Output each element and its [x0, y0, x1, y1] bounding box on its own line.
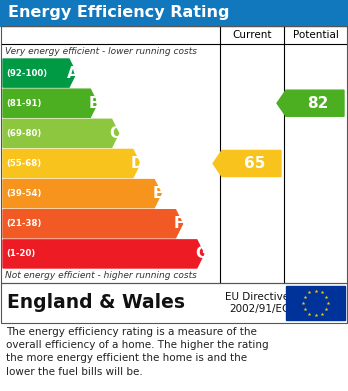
- Text: (69-80): (69-80): [6, 129, 41, 138]
- Polygon shape: [213, 151, 281, 177]
- Text: Not energy efficient - higher running costs: Not energy efficient - higher running co…: [5, 271, 197, 280]
- Text: 82: 82: [307, 96, 329, 111]
- Polygon shape: [3, 149, 140, 178]
- Text: Potential: Potential: [293, 30, 339, 40]
- Text: 65: 65: [244, 156, 265, 171]
- Bar: [1, 26, 347, 283]
- Polygon shape: [3, 89, 97, 117]
- Text: Current: Current: [232, 30, 272, 40]
- Text: E: E: [152, 186, 163, 201]
- Text: England & Wales: England & Wales: [7, 294, 185, 312]
- Text: (39-54): (39-54): [6, 189, 41, 198]
- Text: Very energy efficient - lower running costs: Very energy efficient - lower running co…: [5, 47, 197, 56]
- Bar: [1, 283, 347, 323]
- Text: (55-68): (55-68): [6, 159, 41, 168]
- Text: EU Directive
2002/91/EC: EU Directive 2002/91/EC: [225, 292, 289, 314]
- Text: D: D: [131, 156, 144, 171]
- Polygon shape: [3, 240, 204, 268]
- Text: C: C: [110, 126, 121, 141]
- Text: (1-20): (1-20): [6, 249, 35, 258]
- Polygon shape: [3, 119, 119, 147]
- Bar: [0, 0, 348, 26]
- Text: (92-100): (92-100): [6, 68, 47, 77]
- Text: (21-38): (21-38): [6, 219, 41, 228]
- Text: The energy efficiency rating is a measure of the
overall efficiency of a home. T: The energy efficiency rating is a measur…: [6, 327, 269, 377]
- Polygon shape: [277, 90, 344, 116]
- Text: A: A: [67, 66, 79, 81]
- Text: Energy Efficiency Rating: Energy Efficiency Rating: [8, 5, 229, 20]
- Bar: [286, 286, 345, 320]
- Text: F: F: [174, 216, 184, 231]
- Text: G: G: [195, 246, 207, 262]
- Polygon shape: [3, 179, 161, 208]
- Text: (81-91): (81-91): [6, 99, 41, 108]
- Text: B: B: [88, 96, 100, 111]
- Polygon shape: [3, 210, 183, 238]
- Polygon shape: [3, 59, 76, 87]
